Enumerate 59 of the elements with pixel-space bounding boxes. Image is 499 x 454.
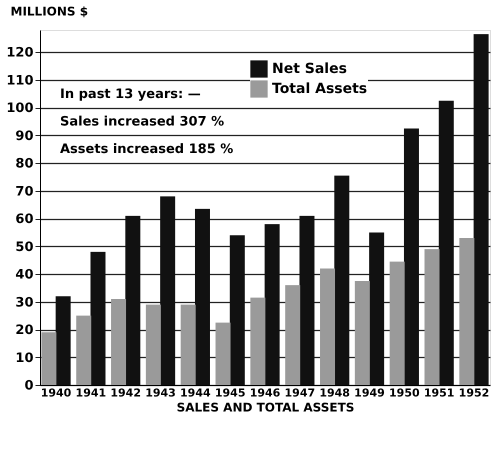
bar — [474, 34, 489, 385]
y-tick-label: 80 — [15, 156, 34, 172]
bar — [264, 224, 280, 385]
bar — [76, 316, 92, 385]
y-tick-label: 0 — [24, 378, 34, 394]
y-tick-label: 110 — [6, 73, 34, 88]
x-tick-label: 1941 — [76, 386, 106, 400]
x-tick-label: 1951 — [424, 386, 454, 400]
bar — [404, 128, 419, 385]
bar — [125, 216, 140, 385]
y-tick-label: 40 — [15, 268, 34, 283]
legend-label: Total Assets — [272, 81, 368, 97]
bar — [334, 176, 350, 385]
bar — [250, 298, 266, 385]
bar — [424, 249, 440, 385]
bar — [299, 216, 314, 385]
bar — [56, 296, 71, 385]
bar — [285, 285, 300, 385]
bar — [41, 332, 56, 385]
bar — [354, 280, 370, 385]
bar — [90, 252, 106, 385]
y-tick-label: 50 — [15, 240, 34, 255]
bar — [438, 100, 454, 385]
y-tick-label: 30 — [15, 295, 34, 310]
x-tick-label: 1940 — [40, 386, 72, 400]
y-tick-label: 120 — [6, 46, 34, 61]
bar — [459, 238, 474, 385]
x-tick-label: 1942 — [110, 386, 141, 400]
x-axis-title: SALES AND TOTAL ASSETS — [176, 400, 354, 414]
bar — [390, 262, 405, 385]
bar — [216, 322, 231, 385]
bar — [230, 235, 245, 385]
bar — [146, 304, 161, 385]
y-tick-label: 20 — [15, 323, 34, 338]
y-tick-label: 10 — [15, 350, 34, 366]
annotation: Sales increased 307 % — [60, 114, 224, 130]
y-tick-label: 60 — [15, 212, 34, 228]
x-tick-label: 1949 — [354, 386, 385, 400]
y-axis-title: MILLIONS $ — [10, 4, 88, 18]
y-tick-label: 100 — [6, 101, 34, 116]
y-tick-label: 70 — [15, 184, 34, 200]
x-tick-label: 1950 — [389, 386, 420, 400]
bar — [180, 304, 196, 385]
x-tick-label: 1944 — [180, 386, 211, 400]
bar — [194, 208, 210, 385]
annotation: Assets increased 185 % — [60, 142, 234, 157]
bar — [320, 268, 336, 385]
bar — [160, 196, 176, 385]
x-tick-label: 1946 — [250, 386, 281, 400]
x-tick-label: 1952 — [458, 386, 490, 400]
x-tick-label: 1943 — [145, 386, 176, 400]
x-tick-label: 1947 — [284, 386, 316, 400]
x-tick-label: 1948 — [319, 386, 350, 400]
annotation: In past 13 years: — — [60, 87, 201, 102]
y-tick-label: 90 — [15, 128, 34, 144]
legend-label: Net Sales — [272, 61, 347, 77]
bar — [369, 232, 384, 385]
x-tick-label: 1945 — [214, 386, 246, 400]
bar — [111, 299, 126, 385]
